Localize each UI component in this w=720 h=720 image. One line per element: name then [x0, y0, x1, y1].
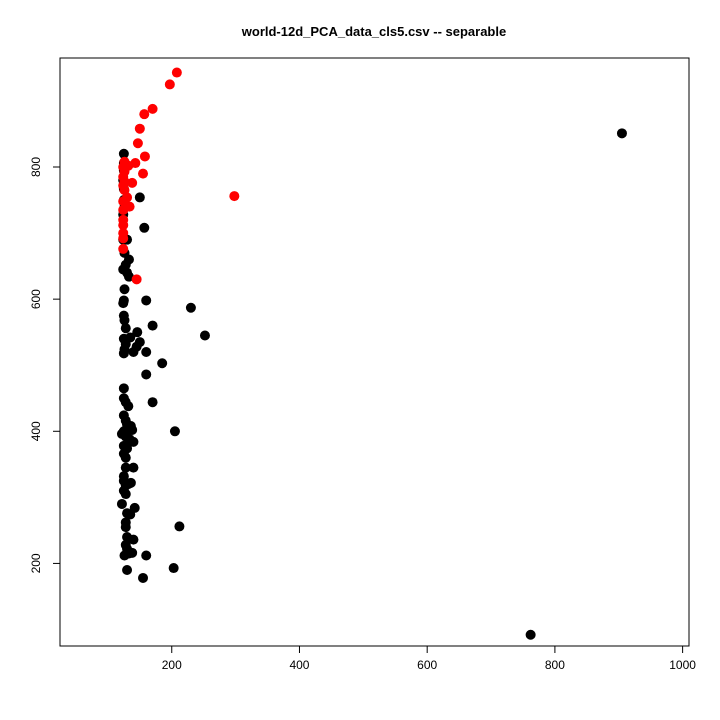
data-point [147, 397, 158, 408]
data-point [525, 629, 536, 640]
data-point [174, 521, 185, 532]
data-point [118, 298, 129, 309]
x-axis: 200 400 600 800 1000 [162, 645, 696, 672]
data-point [199, 330, 210, 341]
data-point [147, 103, 158, 114]
x-tick-label: 200 [162, 658, 182, 672]
data-point [118, 148, 129, 159]
data-point [120, 323, 131, 334]
data-point [122, 565, 133, 576]
data-point [123, 271, 134, 282]
y-tick-label: 200 [29, 553, 43, 573]
data-point [185, 302, 196, 313]
data-point [138, 168, 149, 179]
data-point [229, 191, 240, 202]
y-tick-label: 400 [29, 421, 43, 441]
data-point [119, 315, 130, 326]
data-point [168, 563, 179, 574]
data-point [138, 572, 149, 583]
data-points [116, 67, 627, 640]
data-point [120, 489, 131, 500]
data-point [141, 550, 152, 561]
data-point [128, 534, 139, 545]
data-point [125, 477, 136, 488]
data-point [141, 295, 152, 306]
data-point [128, 462, 139, 473]
data-point [134, 337, 145, 348]
data-point [119, 284, 130, 295]
data-point [139, 151, 150, 162]
data-point [157, 358, 168, 369]
data-point [116, 498, 127, 509]
data-point [169, 426, 180, 437]
data-point [119, 550, 130, 561]
data-point [139, 109, 150, 120]
data-point [132, 138, 143, 149]
data-point [164, 79, 175, 90]
y-tick-label: 800 [29, 157, 43, 177]
data-point [134, 192, 145, 203]
data-point [118, 204, 129, 215]
data-point [118, 243, 129, 254]
data-point [118, 233, 129, 244]
data-point [141, 369, 152, 380]
x-tick-label: 600 [417, 658, 437, 672]
data-point [128, 436, 139, 447]
x-tick-label: 400 [289, 658, 309, 672]
data-point [129, 502, 140, 513]
data-point [118, 220, 129, 231]
y-tick-label: 600 [29, 289, 43, 309]
data-point [118, 348, 129, 359]
data-point [120, 522, 131, 533]
data-point [127, 547, 138, 558]
data-point [127, 177, 138, 188]
plot-frame [59, 57, 690, 647]
data-point [132, 327, 143, 338]
data-point [123, 401, 134, 412]
chart-title: world-12d_PCA_data_cls5.csv -- separable [241, 24, 506, 39]
data-point [127, 424, 138, 435]
data-point [120, 452, 131, 463]
data-point [139, 222, 150, 233]
data-point [141, 347, 152, 357]
data-point [118, 383, 129, 394]
data-point [616, 128, 627, 139]
data-point [131, 274, 142, 285]
data-point [171, 67, 182, 78]
data-point [147, 320, 158, 331]
y-axis: 200 400 600 800 [29, 157, 61, 573]
data-point [120, 462, 131, 473]
x-tick-label: 1000 [669, 658, 696, 672]
data-point [134, 123, 145, 134]
x-tick-label: 800 [545, 658, 565, 672]
data-point [125, 332, 136, 343]
